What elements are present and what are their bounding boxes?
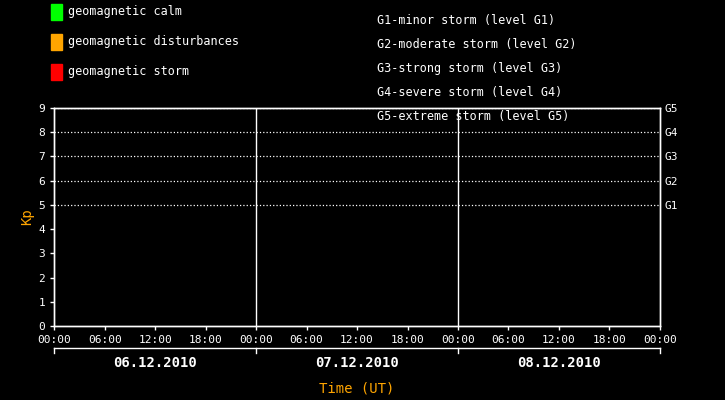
Text: G5-extreme storm (level G5): G5-extreme storm (level G5): [377, 110, 569, 123]
Text: 06.12.2010: 06.12.2010: [113, 356, 197, 370]
Text: 07.12.2010: 07.12.2010: [315, 356, 399, 370]
Y-axis label: Kp: Kp: [20, 209, 34, 225]
Text: G1-minor storm (level G1): G1-minor storm (level G1): [377, 14, 555, 27]
Text: Time (UT): Time (UT): [320, 381, 394, 395]
Text: G3-strong storm (level G3): G3-strong storm (level G3): [377, 62, 563, 75]
Text: geomagnetic storm: geomagnetic storm: [68, 66, 189, 78]
Text: geomagnetic disturbances: geomagnetic disturbances: [68, 36, 239, 48]
Text: G4-severe storm (level G4): G4-severe storm (level G4): [377, 86, 563, 99]
Text: 08.12.2010: 08.12.2010: [517, 356, 601, 370]
Text: G2-moderate storm (level G2): G2-moderate storm (level G2): [377, 38, 576, 51]
Text: geomagnetic calm: geomagnetic calm: [68, 6, 182, 18]
